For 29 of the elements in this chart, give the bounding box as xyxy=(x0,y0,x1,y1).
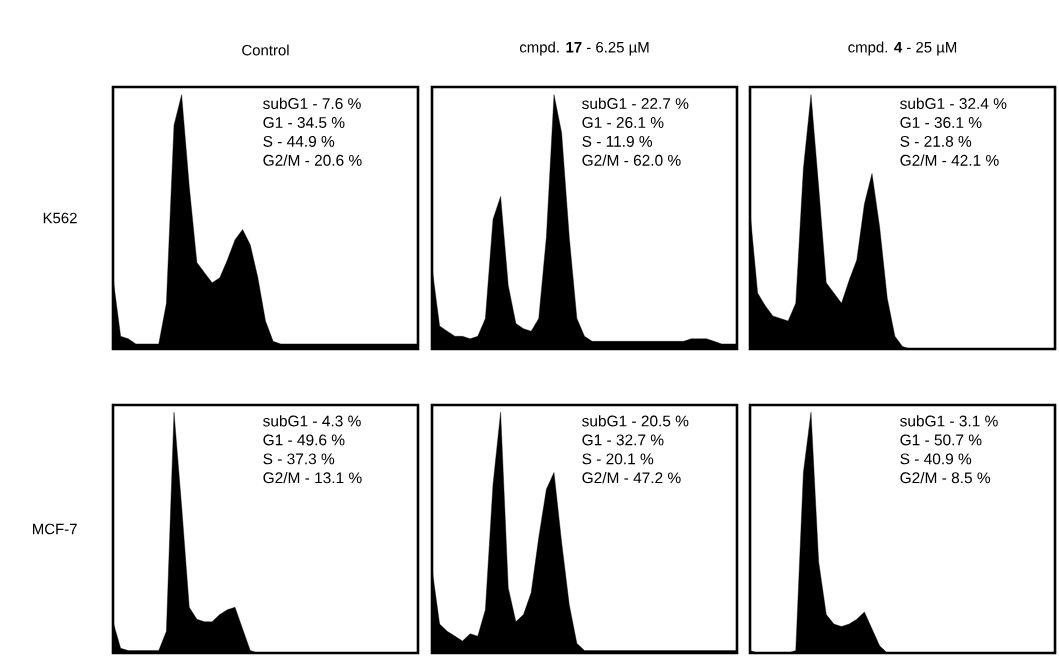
annotation: G2/M - 62.0 % xyxy=(582,154,681,166)
annotation: G2/M - 47.2 % xyxy=(582,471,681,484)
annotation: subG1 - 32.4 % xyxy=(900,97,1007,110)
y-axis-title: MCF-7 xyxy=(33,523,77,535)
annotation: G2/M - 8.5 % xyxy=(900,471,991,484)
y-axis-title: K562 xyxy=(43,212,77,224)
annotation: subG1 - 20.5 % xyxy=(582,415,689,427)
annotation: S - 40.9 % xyxy=(900,453,972,465)
annotation: subG1 - 7.6 % xyxy=(263,97,361,110)
annotation: G2/M - 20.6 % xyxy=(263,154,362,166)
annotation: subG1 - 22.7 % xyxy=(582,97,689,110)
annotation: S - 21.8 % xyxy=(900,135,972,147)
annotation: G2/M - 13.1 % xyxy=(263,471,362,484)
chart-title: Control xyxy=(242,44,289,56)
annotation: S - 37.3 % xyxy=(263,453,335,465)
annotation: G1 - 26.1 % xyxy=(582,117,664,128)
annotation: G1 - 36.1 % xyxy=(900,117,982,128)
annotation: S - 11.9 % xyxy=(582,135,653,147)
annotation: S - 20.1 % xyxy=(582,453,654,465)
annotation: subG1 - 4.3 % xyxy=(263,415,361,427)
annotation: G2/M - 42.1 % xyxy=(900,154,999,166)
annotation: G1 - 32.7 % xyxy=(582,434,664,446)
chart-title: cmpd. 4 - 25 µM xyxy=(848,41,957,56)
annotation: G1 - 49.6 % xyxy=(263,434,345,446)
annotation: subG1 - 3.1 % xyxy=(900,415,998,427)
annotation: S - 44.9 % xyxy=(263,135,335,147)
chart-title: cmpd. 17 - 6.25 µM xyxy=(519,41,649,56)
annotation: G1 - 34.5 % xyxy=(263,117,345,128)
annotation: G1 - 50.7 % xyxy=(900,434,982,446)
